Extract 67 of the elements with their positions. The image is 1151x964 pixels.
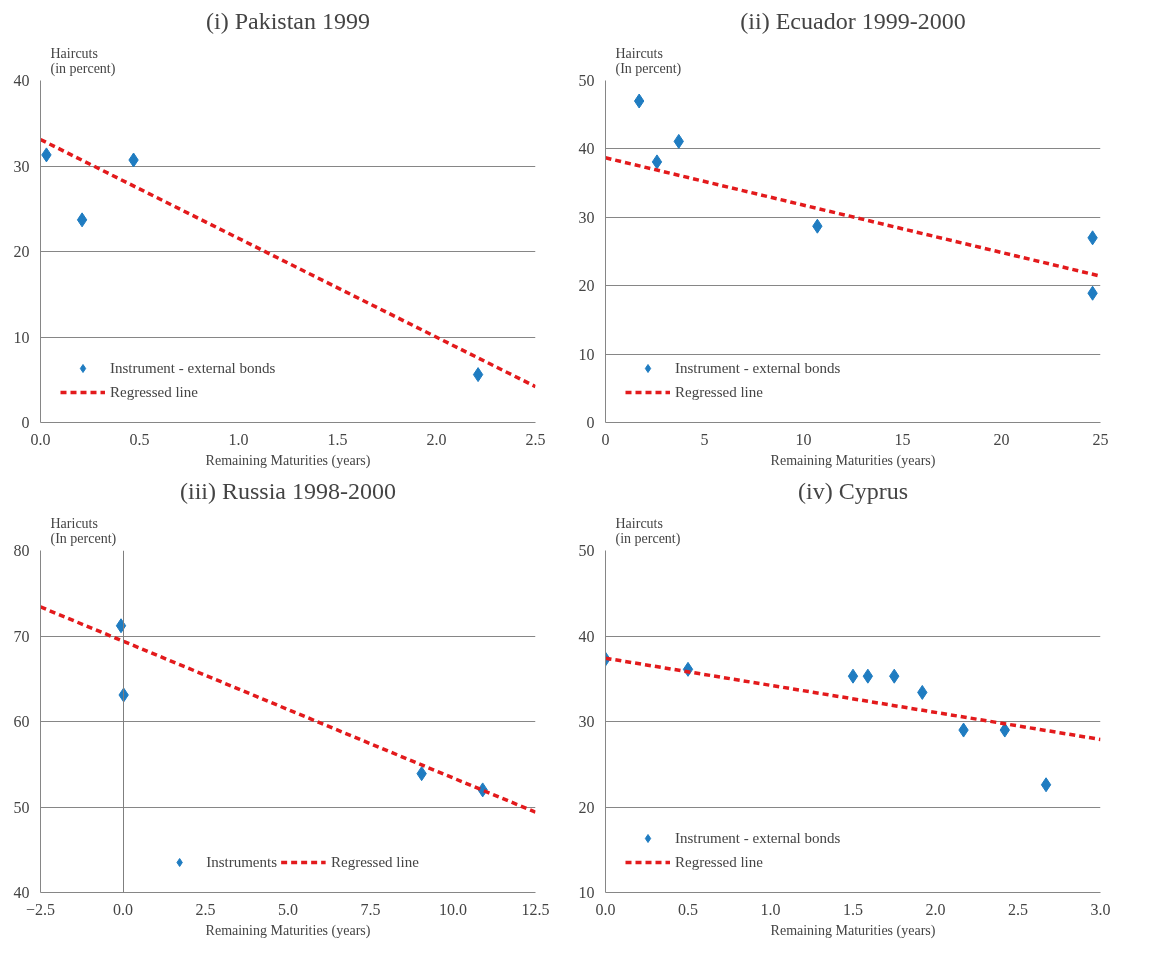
x-tick-label: 12.5 <box>521 900 550 918</box>
legend-label: Regressed line <box>675 383 763 401</box>
x-tick-label: 5.0 <box>278 900 298 918</box>
legend-label: Instrument - external bonds <box>675 829 841 847</box>
y-tick-label: 10 <box>578 345 595 363</box>
x-tick-label: 0.0 <box>595 900 616 918</box>
x-tick-label: 0 <box>601 430 610 448</box>
y-axis-title: Haircuts (in percent) <box>50 45 116 77</box>
legend-label: Regressed line <box>330 853 419 871</box>
chart-title: (ii) Ecuador 1999-2000 <box>740 7 966 34</box>
x-tick-label: 0.0 <box>30 430 51 448</box>
legend-label: Instrument - external bonds <box>110 359 276 377</box>
y-tick-label: 50 <box>578 542 595 559</box>
y-tick-label: 0 <box>21 414 30 431</box>
y-tick-label: 60 <box>13 713 30 730</box>
x-axis-title: Remaining Maturities (years) <box>205 452 371 469</box>
x-tick-label: 20 <box>993 430 1010 448</box>
x-tick-label: 2.0 <box>426 430 447 448</box>
x-tick-label: 10 <box>795 430 812 448</box>
y-tick-label: 0 <box>586 414 595 431</box>
y-tick-label: 50 <box>578 72 595 89</box>
y-axis-title: Haircuts (in percent) <box>615 515 681 547</box>
x-tick-label: 3.0 <box>1090 900 1111 918</box>
x-tick-label: 15 <box>894 430 911 448</box>
x-tick-label: 0.0 <box>113 900 133 918</box>
y-tick-label: 30 <box>578 713 595 730</box>
y-axis-title: Haircuts (In percent) <box>615 45 682 77</box>
x-tick-label: 10.0 <box>439 900 467 918</box>
x-tick-label: 0.5 <box>678 900 698 918</box>
y-tick-label: 20 <box>578 798 595 816</box>
y-tick-label: 30 <box>578 208 595 226</box>
chart-title: (i) Pakistan 1999 <box>206 7 370 34</box>
legend-label: Regressed line <box>675 853 763 871</box>
legend-label: Regressed line <box>110 383 198 401</box>
y-tick-label: 40 <box>578 140 595 158</box>
x-tick-label: 0.5 <box>129 430 150 448</box>
y-tick-label: 50 <box>13 798 30 816</box>
x-tick-label: −2.5 <box>25 900 56 918</box>
x-tick-label: 1.5 <box>327 430 348 448</box>
x-tick-label: 2.0 <box>925 900 946 918</box>
legend-label: Instruments <box>206 853 277 871</box>
y-tick-label: 10 <box>578 884 595 901</box>
y-tick-label: 80 <box>13 542 30 559</box>
x-tick-label: 1.0 <box>228 430 249 448</box>
legend-label: Instrument - external bonds <box>675 359 841 377</box>
y-tick-label: 40 <box>13 884 30 901</box>
x-tick-label: 25 <box>1092 430 1109 448</box>
chart-title: (iii) Russia 1998-2000 <box>180 477 397 504</box>
y-tick-label: 40 <box>13 72 30 89</box>
y-tick-label: 30 <box>13 157 30 175</box>
x-tick-label: 2.5 <box>525 430 546 448</box>
y-tick-label: 10 <box>13 328 30 346</box>
x-tick-label: 1.5 <box>843 900 863 918</box>
x-axis-title: Remaining Maturities (years) <box>770 922 936 939</box>
x-tick-label: 2.5 <box>195 900 216 918</box>
y-tick-label: 20 <box>13 243 30 260</box>
y-tick-label: 20 <box>578 277 595 295</box>
y-axis-title: Haricuts (In percent) <box>50 515 117 547</box>
chart-title: (iv) Cyprus <box>798 477 908 504</box>
x-axis-title: Remaining Maturities (years) <box>205 922 371 939</box>
x-tick-label: 5 <box>700 430 709 448</box>
x-tick-label: 7.5 <box>360 900 381 918</box>
x-tick-label: 1.0 <box>760 900 781 918</box>
x-tick-label: 2.5 <box>1008 900 1028 918</box>
y-tick-label: 70 <box>13 627 30 645</box>
y-tick-label: 40 <box>578 627 595 645</box>
x-axis-title: Remaining Maturities (years) <box>770 452 936 469</box>
